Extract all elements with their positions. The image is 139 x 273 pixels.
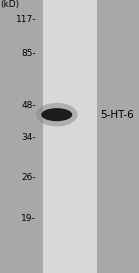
Text: 5-HT-6: 5-HT-6 xyxy=(101,110,134,120)
Text: 85-: 85- xyxy=(21,49,36,58)
Text: (kD): (kD) xyxy=(0,0,19,9)
Ellipse shape xyxy=(41,108,72,121)
Text: 117-: 117- xyxy=(16,15,36,24)
Text: 48-: 48- xyxy=(22,101,36,109)
Text: 26-: 26- xyxy=(22,173,36,182)
Text: 19-: 19- xyxy=(21,214,36,223)
Ellipse shape xyxy=(36,103,78,126)
Bar xyxy=(43,0,97,273)
Text: 34-: 34- xyxy=(22,133,36,142)
